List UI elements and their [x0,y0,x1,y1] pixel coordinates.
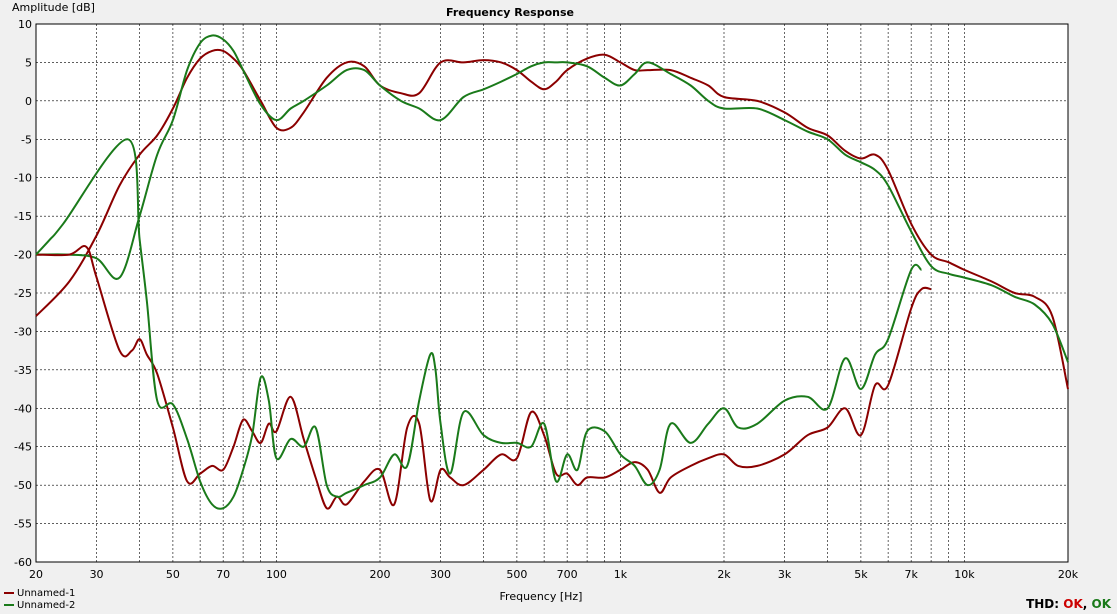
x-tick-label: 20k [1058,568,1079,581]
y-tick-label: -50 [14,479,32,492]
y-tick-label: -35 [14,364,32,377]
y-tick-label: 0 [25,95,32,108]
plot-border [35,23,1069,563]
series-line-thd-1 [35,245,932,510]
x-tick-label: 1k [614,568,628,581]
thd-separator: , [1082,597,1092,611]
legend-swatch-2 [4,604,14,606]
x-tick-label: 3k [778,568,792,581]
x-tick-label: 30 [90,568,104,581]
x-tick-label: 100 [266,568,287,581]
y-tick-label: -60 [14,556,32,569]
legend-item-1: Unnamed-1 [4,588,75,599]
y-tick-label: -15 [14,210,32,223]
y-tick-label: 5 [25,56,32,69]
series-line-thd-2 [35,138,923,510]
thd-status-1: OK [1063,597,1083,611]
x-tick-label: 20 [29,568,43,581]
y-tick-label: -5 [21,133,32,146]
series-line-response-2 [35,34,1069,363]
legend-label-2: Unnamed-2 [17,600,76,611]
x-tick-label: 300 [430,568,451,581]
x-tick-label: 50 [166,568,180,581]
y-tick-label: 10 [18,18,32,31]
y-tick-label: -30 [14,325,32,338]
x-tick-label: 700 [557,568,578,581]
y-tick-label: -10 [14,172,32,185]
chart-title: Frequency Response [446,6,574,19]
series-line-response-1 [35,48,1069,390]
thd-status-2: OK [1091,597,1112,611]
legend-label-1: Unnamed-1 [17,588,76,599]
thd-label: THD: [1026,597,1060,611]
data-series [35,34,1069,510]
y-tick-label: -45 [14,441,32,454]
x-tick-label: 10k [954,568,975,581]
y-axis-label: Amplitude [dB] [12,1,95,14]
legend-item-2: Unnamed-2 [4,600,75,611]
x-axis-label: Frequency [Hz] [500,590,583,603]
legend-swatch-1 [4,592,14,594]
y-tick-label: -55 [14,518,32,531]
x-tick-label: 7k [904,568,918,581]
x-tick-label: 500 [506,568,527,581]
axis-ticks: 1050-5-10-15-20-25-30-35-40-45-50-55-602… [14,18,1079,581]
x-tick-label: 70 [216,568,230,581]
x-tick-label: 2k [717,568,731,581]
x-tick-label: 5k [854,568,868,581]
y-tick-label: -25 [14,287,32,300]
x-tick-label: 200 [370,568,391,581]
y-tick-label: -40 [14,402,32,415]
thd-status: THD: OK, OK [1026,597,1111,611]
y-tick-label: -20 [14,249,32,262]
